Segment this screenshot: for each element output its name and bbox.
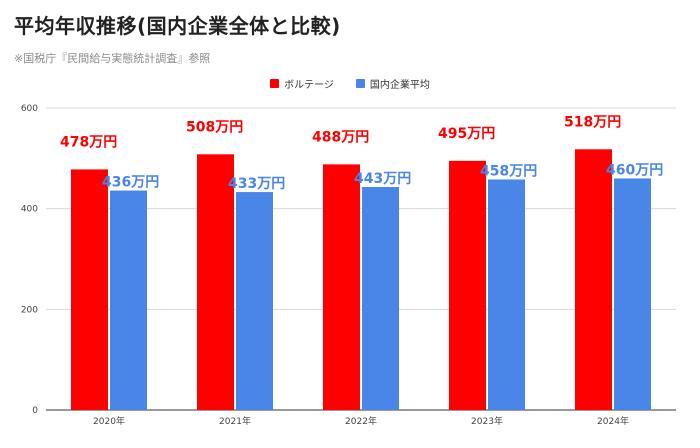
data-label-series-2: 443万円 (354, 171, 411, 187)
x-tick-label: 2022年 (345, 415, 377, 427)
data-label-series-1: 518万円 (564, 114, 621, 130)
legend-item-series-2: 国内企業平均 (355, 76, 430, 91)
bar-series-1 (71, 169, 108, 410)
legend-swatch-series-1 (270, 79, 280, 88)
data-label-series-2: 458万円 (480, 163, 537, 179)
y-tick-label: 600 (21, 104, 38, 114)
chart-source-note: ※国税庁『民間給与実態統計調査』参照 (14, 52, 211, 65)
x-tick-label: 2021年 (219, 415, 251, 427)
data-label-series-1: 508万円 (186, 119, 243, 135)
x-tick-label: 2020年 (93, 415, 125, 427)
bar-series-1 (197, 154, 234, 410)
legend-label-series-1: ボルテージ (284, 80, 334, 91)
chart-title: 平均年収推移(国内企業全体と比較) (14, 14, 341, 38)
data-label-series-2: 436万円 (102, 175, 159, 191)
bar-series-2 (236, 192, 273, 410)
y-tick-label: 200 (21, 305, 38, 315)
x-tick-label: 2024年 (597, 415, 629, 427)
data-label-series-1: 495万円 (438, 126, 495, 142)
bar-series-1 (575, 149, 612, 411)
bar-series-2 (488, 179, 525, 410)
chart-legend: ボルテージ 国内企業平均 (0, 76, 700, 91)
data-label-series-1: 478万円 (60, 134, 117, 150)
legend-label-series-2: 国内企業平均 (369, 80, 430, 91)
y-tick-label: 0 (32, 406, 38, 416)
bar-series-1 (323, 164, 360, 410)
x-tick-label: 2023年 (471, 415, 503, 427)
legend-swatch-series-2 (355, 79, 365, 88)
bar-series-2 (362, 187, 399, 410)
data-label-series-1: 488万円 (312, 129, 369, 145)
bar-series-2 (110, 190, 147, 410)
bar-series-1 (449, 160, 486, 410)
bar-series-2 (614, 178, 651, 410)
y-tick-label: 400 (21, 205, 38, 215)
data-label-series-2: 460万円 (606, 162, 663, 178)
data-label-series-2: 433万円 (228, 176, 285, 192)
legend-item-series-1: ボルテージ (270, 76, 334, 91)
